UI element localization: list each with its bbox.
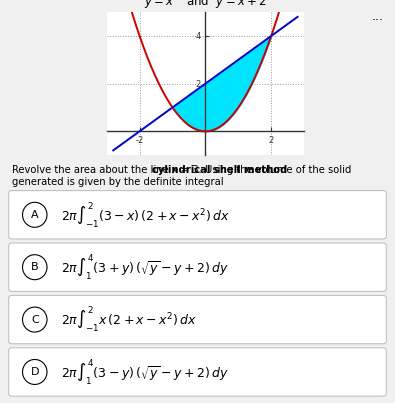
Text: $2\pi\int_{1}^{4}(3+y)\,(\sqrt{y}-y+2)\,dy$: $2\pi\int_{1}^{4}(3+y)\,(\sqrt{y}-y+2)\,… <box>61 252 229 282</box>
Text: A: A <box>31 210 39 220</box>
Text: C: C <box>31 315 39 324</box>
Text: ...: ... <box>371 10 383 23</box>
Text: $2\pi\int_{-1}^{2}(3-x)\,(2+x-x^2)\,dx$: $2\pi\int_{-1}^{2}(3-x)\,(2+x-x^2)\,dx$ <box>61 200 230 230</box>
Title: $y = x^2$  and  $y = x + 2$: $y = x^2$ and $y = x + 2$ <box>144 0 267 12</box>
Text: Revolve the area about the line x = 3. Using: Revolve the area about the line x = 3. U… <box>12 165 236 175</box>
Text: $2\pi\int_{1}^{4}(3-y)\,(\sqrt{y}-y+2)\,dy$: $2\pi\int_{1}^{4}(3-y)\,(\sqrt{y}-y+2)\,… <box>61 357 229 387</box>
Text: $2\pi\int_{-1}^{2}x\,(2+x-x^2)\,dx$: $2\pi\int_{-1}^{2}x\,(2+x-x^2)\,dx$ <box>61 305 197 334</box>
Text: D: D <box>30 367 39 377</box>
Text: , the volume of the solid: , the volume of the solid <box>230 165 351 175</box>
Text: generated is given by the definite integral: generated is given by the definite integ… <box>12 177 224 187</box>
Text: B: B <box>31 262 39 272</box>
Text: cylindrical shell method: cylindrical shell method <box>152 165 287 175</box>
